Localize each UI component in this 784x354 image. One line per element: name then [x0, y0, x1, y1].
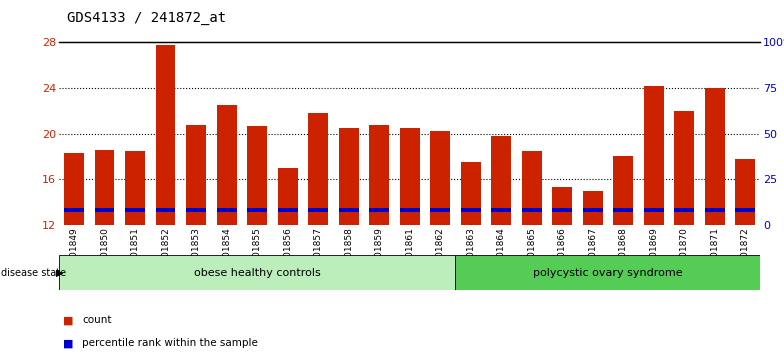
Bar [95, 208, 114, 212]
Bar [674, 208, 694, 212]
Bar [400, 208, 419, 212]
Bar [216, 105, 237, 225]
Bar [186, 125, 206, 225]
Bar [369, 125, 389, 225]
Bar [705, 88, 724, 225]
Bar [492, 208, 511, 212]
Bar [492, 136, 511, 225]
Bar [735, 159, 755, 225]
Bar [430, 208, 450, 212]
Bar [216, 208, 237, 212]
Bar [522, 208, 542, 212]
Bar [522, 151, 542, 225]
Bar [278, 168, 297, 225]
Text: ▶: ▶ [56, 268, 64, 278]
Bar [552, 208, 572, 212]
Bar [308, 208, 328, 212]
Text: polycystic ovary syndrome: polycystic ovary syndrome [533, 268, 683, 278]
Bar [583, 190, 603, 225]
Bar [247, 208, 267, 212]
Bar [64, 153, 84, 225]
Bar [59, 255, 456, 290]
Bar [735, 208, 755, 212]
Text: disease state: disease state [1, 268, 66, 278]
Bar [156, 208, 176, 212]
Bar [674, 111, 694, 225]
Text: GDS4133 / 241872_at: GDS4133 / 241872_at [67, 11, 226, 25]
Text: percentile rank within the sample: percentile rank within the sample [82, 338, 258, 348]
Bar [64, 208, 84, 212]
Bar [125, 208, 145, 212]
Bar [461, 162, 481, 225]
Bar [400, 128, 419, 225]
Text: obese healthy controls: obese healthy controls [194, 268, 321, 278]
Bar [705, 208, 724, 212]
Bar [369, 208, 389, 212]
Bar [644, 86, 663, 225]
Bar [308, 113, 328, 225]
Text: ■: ■ [63, 315, 73, 325]
Bar [247, 126, 267, 225]
Bar [613, 156, 633, 225]
Bar [430, 131, 450, 225]
Bar [461, 208, 481, 212]
Bar [339, 208, 358, 212]
Bar [456, 255, 760, 290]
Bar [278, 208, 297, 212]
Bar [156, 45, 176, 225]
Text: count: count [82, 315, 112, 325]
Bar [644, 208, 663, 212]
Bar [95, 150, 114, 225]
Bar [125, 151, 145, 225]
Bar [552, 187, 572, 225]
Bar [186, 208, 206, 212]
Bar [583, 208, 603, 212]
Bar [339, 128, 358, 225]
Bar [613, 208, 633, 212]
Text: ■: ■ [63, 338, 73, 348]
